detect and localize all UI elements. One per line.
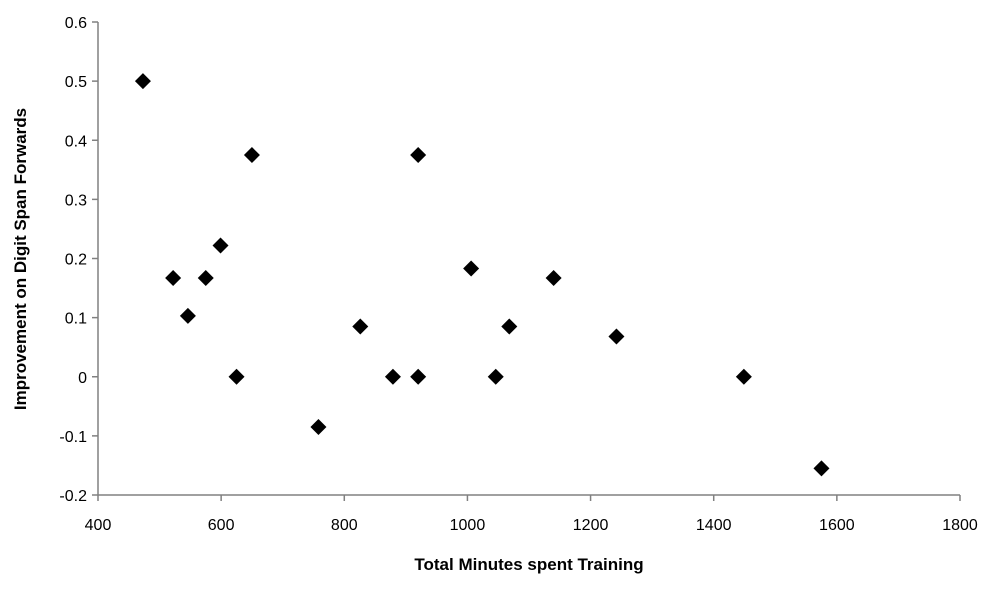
- y-tick-label: 0.3: [65, 192, 87, 209]
- data-point: [608, 329, 624, 345]
- data-point: [385, 369, 401, 385]
- x-tick-label: 1600: [819, 517, 855, 534]
- x-tick-label: 1400: [696, 517, 732, 534]
- y-tick-label: 0.5: [65, 74, 87, 91]
- data-point: [463, 261, 479, 277]
- x-tick-label: 1800: [942, 517, 978, 534]
- data-point: [736, 369, 752, 385]
- y-axis-title: Improvement on Digit Span Forwards: [11, 108, 30, 410]
- x-axis-title: Total Minutes spent Training: [414, 555, 643, 574]
- data-point: [229, 369, 245, 385]
- y-tick-label: 0.4: [65, 133, 87, 150]
- data-point: [813, 460, 829, 476]
- data-point: [546, 270, 562, 286]
- y-tick-label: -0.2: [59, 488, 87, 505]
- y-tick-label: 0.2: [65, 252, 87, 269]
- y-tick-label: 0: [78, 370, 87, 387]
- y-tick-label: -0.1: [59, 429, 87, 446]
- data-point: [352, 318, 368, 334]
- x-tick-label: 1000: [450, 517, 486, 534]
- data-point: [165, 270, 181, 286]
- data-point: [310, 419, 326, 435]
- data-point: [198, 270, 214, 286]
- data-point: [488, 369, 504, 385]
- data-point: [410, 369, 426, 385]
- data-point: [135, 73, 151, 89]
- data-points: [135, 73, 830, 476]
- data-point: [410, 147, 426, 163]
- x-tick-label: 400: [85, 517, 112, 534]
- data-point: [213, 237, 229, 253]
- data-point: [180, 308, 196, 324]
- y-tick-label: 0.1: [65, 311, 87, 328]
- data-point: [501, 318, 517, 334]
- y-tick-label: 0.6: [65, 15, 87, 32]
- axes: [98, 22, 960, 495]
- ticks: 400 600 800 1000 1200 1400 1600 1800 -0.2 -0.1 0 0.…: [59, 15, 977, 534]
- x-tick-label: 800: [331, 517, 358, 534]
- data-point: [244, 147, 260, 163]
- x-tick-label: 600: [208, 517, 235, 534]
- x-tick-label: 1200: [573, 517, 609, 534]
